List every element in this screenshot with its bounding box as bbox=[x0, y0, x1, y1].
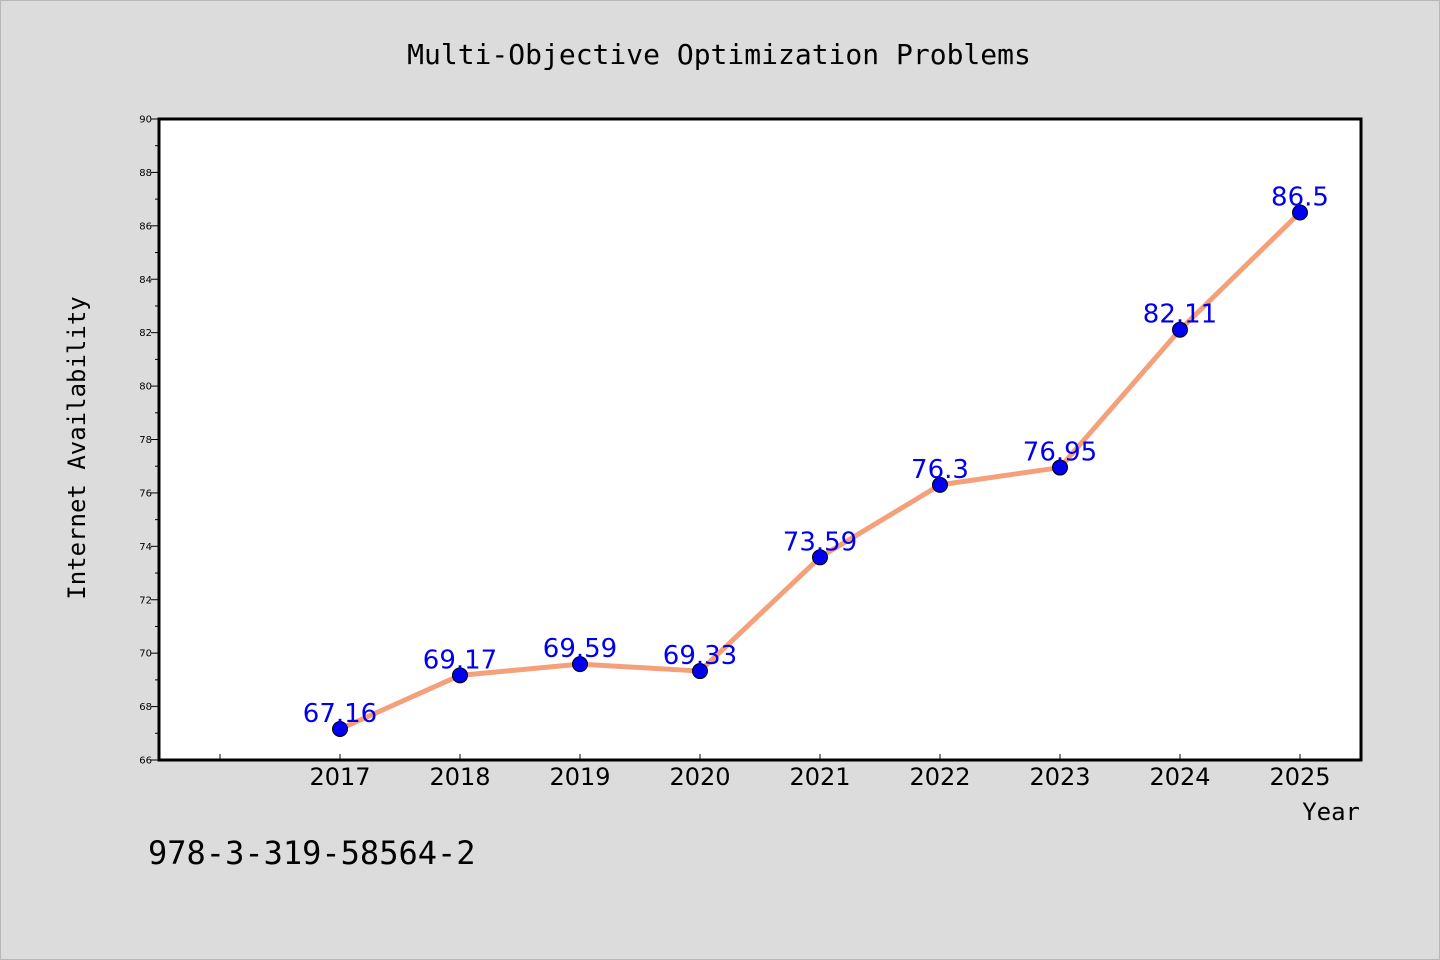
data-label: 69.59 bbox=[543, 634, 617, 664]
data-point bbox=[932, 476, 948, 493]
series-layer bbox=[332, 204, 1308, 738]
data-label: 73.59 bbox=[783, 527, 857, 557]
x-tick-label: 2023 bbox=[1029, 763, 1090, 791]
y-tick-label: 72 bbox=[139, 595, 152, 606]
isbn-text: 978-3-319-58564-2 bbox=[148, 834, 476, 872]
x-axis-label: Year bbox=[1302, 798, 1360, 826]
y-tick-label: 66 bbox=[139, 756, 152, 767]
data-label: 69.17 bbox=[423, 645, 497, 675]
data-labels-layer: 67.16 69.17 69.59 69.33 73.59 76.3 76.95 82.11 8… bbox=[303, 182, 1329, 729]
y-tick-label: 80 bbox=[139, 382, 152, 393]
y-tick-label: 82 bbox=[139, 328, 152, 339]
y-tick-label: 70 bbox=[139, 649, 152, 660]
data-label: 69.33 bbox=[663, 641, 737, 671]
data-point bbox=[1292, 204, 1308, 221]
data-point bbox=[572, 656, 588, 673]
y-tick-label: 84 bbox=[139, 275, 152, 286]
x-tick-label: 2018 bbox=[429, 763, 490, 791]
plot-area bbox=[157, 117, 1363, 762]
x-tick-label: 2024 bbox=[1149, 763, 1210, 791]
data-point bbox=[332, 721, 348, 738]
y-tick-label: 90 bbox=[139, 115, 152, 126]
chart-title: Multi-Objective Optimization Problems bbox=[407, 38, 1031, 71]
data-label: 76.3 bbox=[911, 455, 969, 485]
x-tick-label: 2021 bbox=[789, 763, 850, 791]
data-point bbox=[1172, 321, 1188, 338]
y-tick-label: 76 bbox=[139, 488, 152, 499]
data-point bbox=[452, 667, 468, 684]
y-tick-label: 88 bbox=[139, 168, 152, 179]
x-tick-label: 2025 bbox=[1269, 763, 1330, 791]
y-tick-label: 68 bbox=[139, 702, 152, 713]
data-point bbox=[812, 549, 828, 566]
y-axis-ticks: 66 68 70 72 74 76 78 80 82 84 86 88 90 bbox=[139, 115, 159, 767]
data-label: 67.16 bbox=[303, 699, 377, 729]
data-label: 76.95 bbox=[1023, 438, 1097, 468]
y-tick-label: 78 bbox=[139, 435, 152, 446]
data-label: 86.5 bbox=[1271, 182, 1329, 212]
data-label: 82.11 bbox=[1143, 300, 1217, 330]
x-tick-label: 2022 bbox=[909, 763, 970, 791]
x-tick-label: 2019 bbox=[549, 763, 610, 791]
data-point bbox=[1052, 459, 1068, 476]
y-axis-label: Internet Availability bbox=[63, 296, 91, 599]
data-point bbox=[692, 663, 708, 680]
y-tick-label: 74 bbox=[139, 542, 152, 553]
x-tick-label: 2020 bbox=[669, 763, 730, 791]
x-axis-ticks: 2017 2018 2019 2020 2021 2022 2023 2024 2025 bbox=[219, 754, 1331, 791]
x-tick-label: 2017 bbox=[309, 763, 370, 791]
y-tick-label: 86 bbox=[139, 221, 152, 232]
